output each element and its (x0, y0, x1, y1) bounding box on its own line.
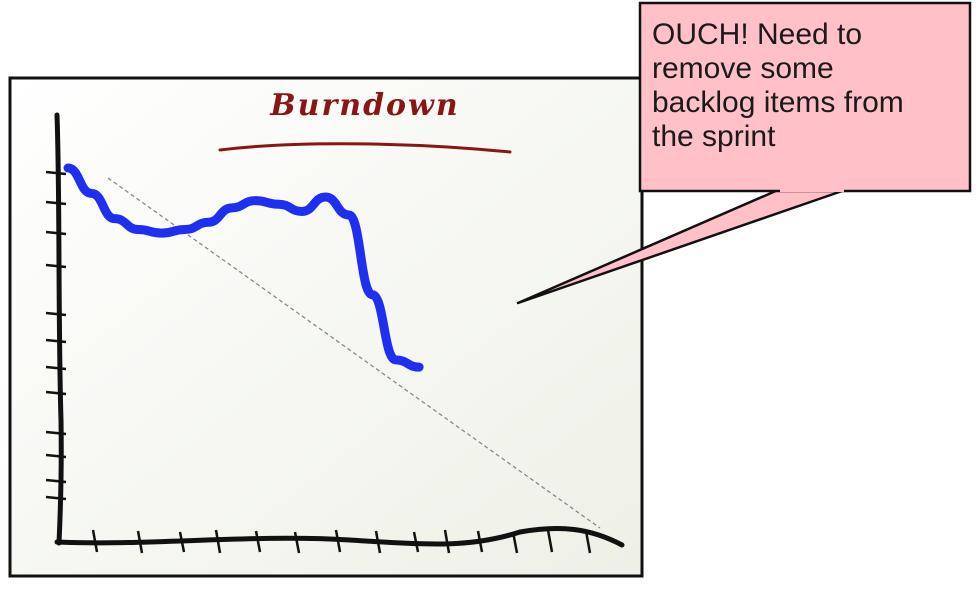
y-tick (45, 338, 67, 344)
x-tick (334, 529, 342, 553)
y-axis (54, 112, 64, 546)
y-tick (45, 478, 67, 484)
y-tick (45, 365, 67, 371)
x-tick (546, 529, 554, 553)
y-tick (45, 390, 67, 396)
y-tick (45, 200, 67, 206)
y-tick (45, 311, 67, 317)
x-tick (293, 531, 301, 554)
actual-burndown-line (63, 163, 424, 372)
y-tick (45, 230, 67, 236)
x-tick (443, 529, 451, 554)
title-underline (218, 142, 512, 154)
y-axis-ticks (45, 170, 67, 501)
x-tick (254, 530, 262, 553)
chart-title: Burndown (270, 88, 460, 123)
y-tick (45, 430, 67, 436)
x-tick (214, 529, 222, 554)
x-tick (584, 530, 592, 554)
callout-text: OUCH! Need to remove some backlog items … (652, 18, 904, 153)
y-tick (45, 263, 67, 269)
callout-pointer (516, 188, 846, 305)
x-tick (91, 529, 99, 553)
x-tick (412, 531, 420, 553)
x-tick (476, 530, 484, 553)
x-tick (136, 530, 144, 554)
x-axis-ticks (91, 529, 592, 554)
y-tick (45, 495, 67, 501)
callout-box (638, 1, 972, 193)
y-tick (45, 453, 67, 459)
x-tick (178, 531, 186, 553)
x-tick (511, 531, 519, 554)
x-axis (54, 526, 625, 548)
y-tick (45, 170, 67, 176)
x-tick (374, 530, 382, 554)
ideal-burndown-line (107, 177, 601, 529)
chart-board (8, 76, 644, 578)
